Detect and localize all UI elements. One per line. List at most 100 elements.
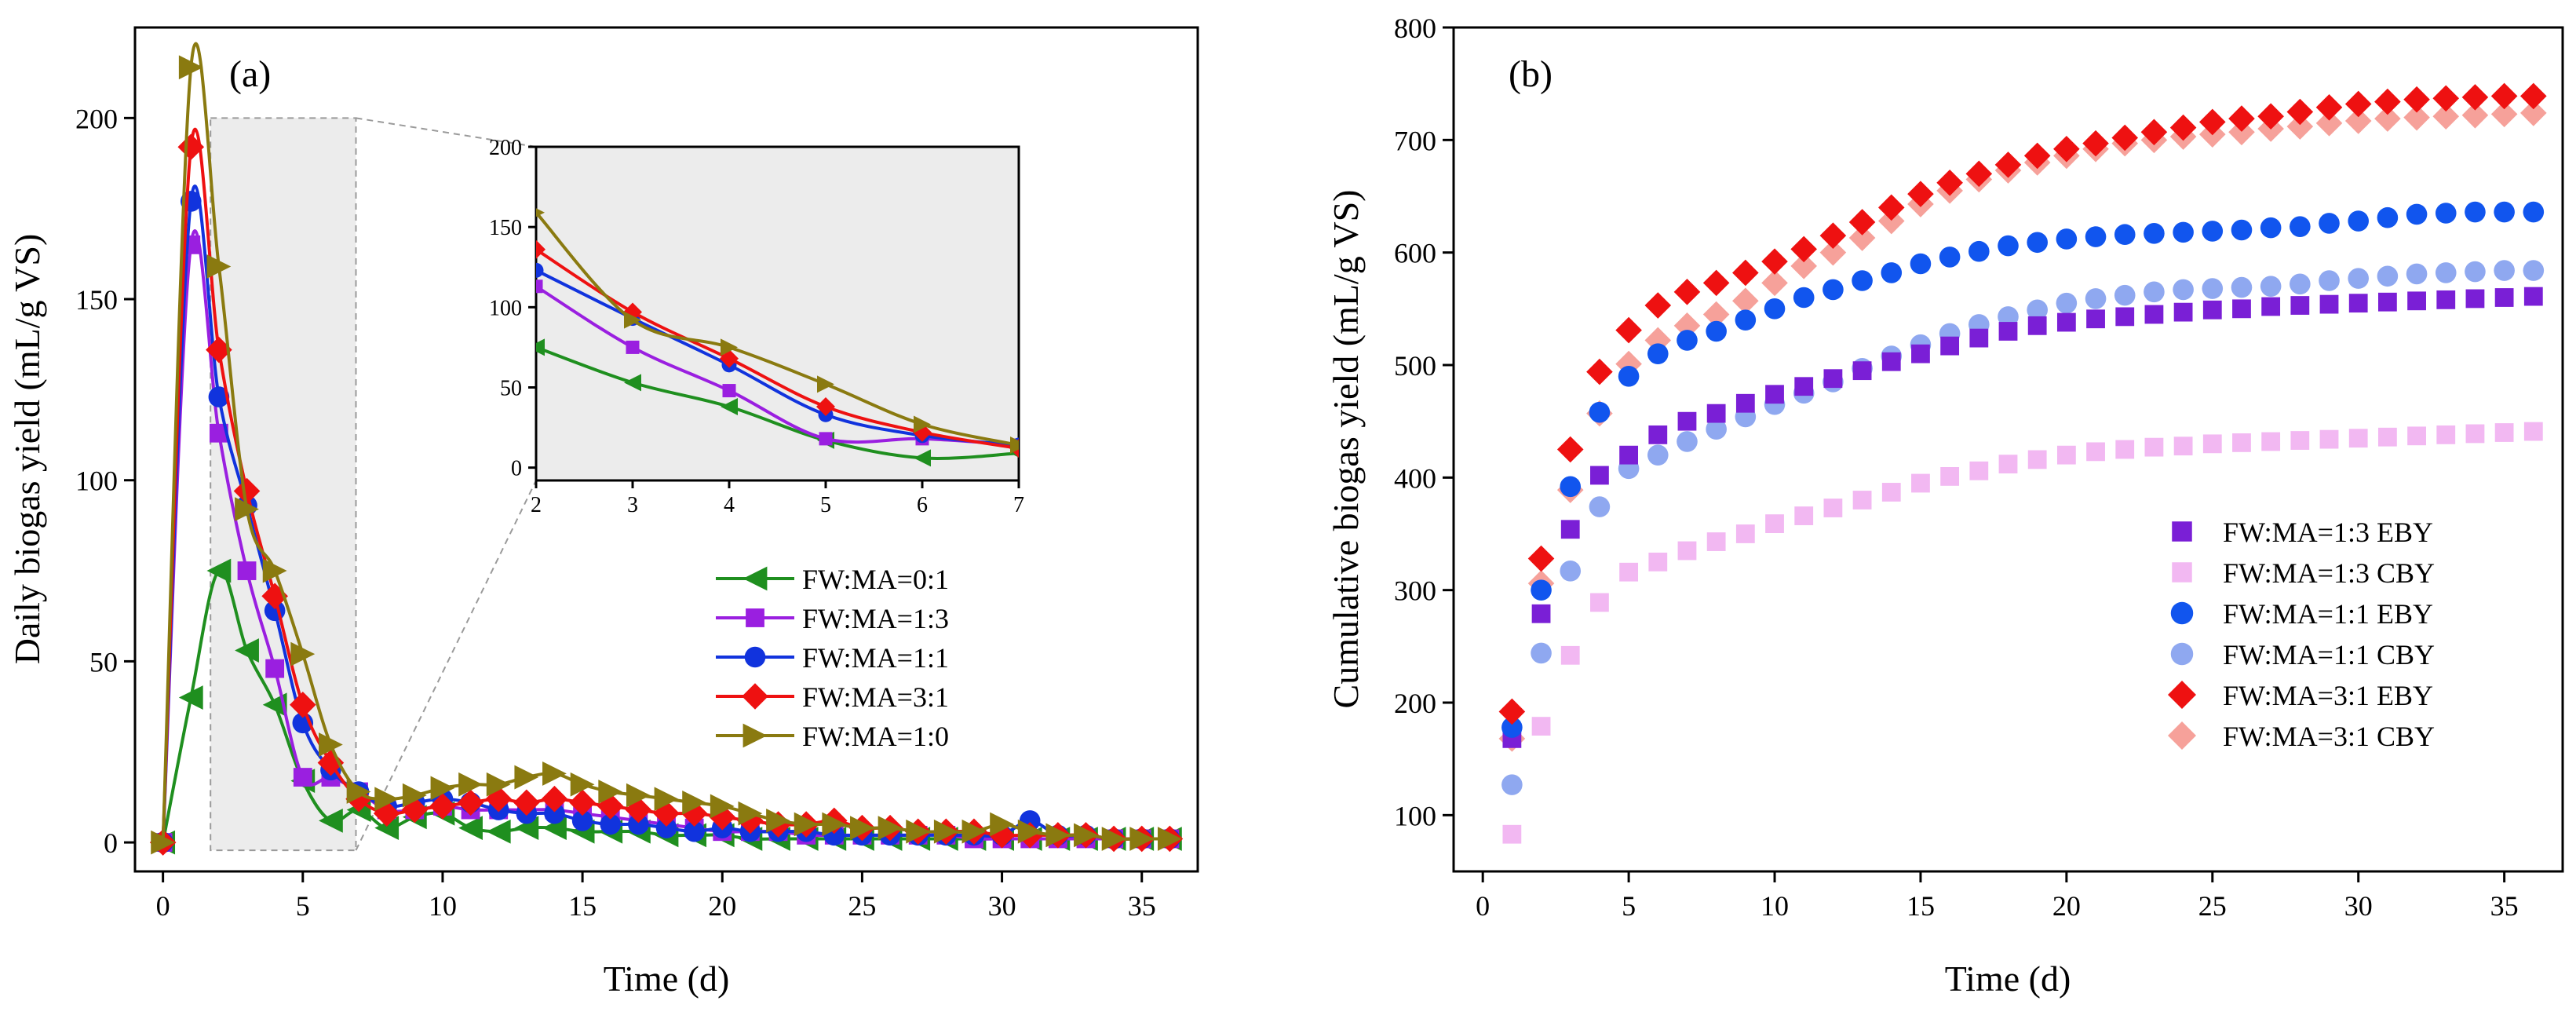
panel-b-series bbox=[1498, 82, 2547, 844]
legend-marker bbox=[743, 723, 768, 748]
inset-series-line bbox=[536, 211, 1019, 447]
data-point bbox=[209, 423, 228, 443]
data-point bbox=[374, 816, 400, 841]
data-point bbox=[2315, 93, 2343, 121]
data-point bbox=[2465, 261, 2486, 283]
data-point bbox=[1706, 532, 1726, 551]
inset-series-line bbox=[536, 248, 1019, 451]
legend-item: FW:MA=1:1 EBY bbox=[2170, 598, 2433, 630]
inset-data-point bbox=[914, 449, 931, 467]
data-point bbox=[2465, 289, 2485, 309]
data-point bbox=[290, 641, 316, 667]
data-point bbox=[2465, 424, 2485, 444]
inset-data-point bbox=[722, 384, 736, 398]
data-point bbox=[2377, 265, 2399, 287]
data-point bbox=[1735, 309, 1757, 331]
data-point bbox=[2198, 108, 2226, 136]
legend-item: FW:MA=1:1 bbox=[716, 642, 949, 674]
inset-y-tick-label: 0 bbox=[511, 457, 522, 481]
data-point bbox=[2085, 226, 2107, 247]
data-point bbox=[1498, 698, 1526, 725]
data-point bbox=[2377, 292, 2397, 312]
data-point bbox=[2290, 431, 2310, 450]
data-point bbox=[177, 133, 205, 161]
data-point bbox=[1619, 445, 1639, 465]
data-point bbox=[2432, 85, 2460, 112]
panel-b-plot-frame bbox=[1452, 26, 2564, 873]
data-point bbox=[319, 809, 343, 833]
inset-data-point bbox=[819, 432, 833, 446]
data-point bbox=[2348, 429, 2368, 448]
data-point bbox=[1765, 385, 1784, 404]
data-point bbox=[1619, 562, 1639, 582]
legend-label: FW:MA=1:3 bbox=[802, 603, 949, 634]
data-point bbox=[1764, 298, 1786, 320]
data-point bbox=[1965, 160, 1993, 188]
data-point bbox=[2173, 221, 2194, 243]
data-point bbox=[1761, 269, 1788, 297]
data-point bbox=[1531, 717, 1551, 736]
data-point bbox=[1735, 393, 1755, 413]
data-point bbox=[1823, 499, 1843, 517]
data-point bbox=[710, 794, 735, 819]
data-point bbox=[1677, 330, 1698, 351]
data-point bbox=[653, 800, 680, 827]
data-point bbox=[680, 800, 708, 827]
data-point bbox=[486, 772, 511, 797]
legend-marker bbox=[2170, 601, 2194, 625]
data-point bbox=[2319, 270, 2340, 291]
panel-a-plot-frame bbox=[133, 26, 1199, 873]
data-point bbox=[2027, 232, 2048, 254]
data-point bbox=[2461, 84, 2489, 111]
legend-item: FW:MA=3:1 EBY bbox=[2168, 680, 2433, 711]
data-point bbox=[1677, 411, 1697, 431]
legend-item: FW:MA=1:0 bbox=[716, 721, 949, 752]
panel-b-y-tick-label: 300 bbox=[1394, 575, 1436, 607]
legend-marker bbox=[2172, 521, 2192, 542]
data-point bbox=[655, 817, 677, 838]
data-point bbox=[654, 787, 679, 812]
data-point bbox=[2377, 427, 2397, 447]
inset-series bbox=[536, 208, 1019, 467]
data-point bbox=[628, 813, 649, 835]
data-point bbox=[1761, 248, 1788, 275]
data-point bbox=[265, 659, 285, 678]
data-point bbox=[2315, 110, 2343, 137]
inset-data-point bbox=[536, 239, 545, 259]
data-point bbox=[822, 812, 847, 837]
inset-y-tick-label: 100 bbox=[489, 296, 522, 320]
data-point bbox=[570, 772, 595, 797]
data-point bbox=[235, 638, 259, 663]
data-point bbox=[2286, 98, 2314, 126]
inset-data-point bbox=[817, 375, 834, 393]
data-point bbox=[1881, 352, 1901, 371]
inset-data-point bbox=[624, 374, 641, 392]
data-point bbox=[2111, 124, 2139, 152]
data-point bbox=[1848, 209, 1876, 236]
legend-item: FW:MA=1:3 EBY bbox=[2172, 517, 2433, 548]
panel-a-x-tick-label: 30 bbox=[988, 890, 1016, 922]
inset-data-point bbox=[914, 415, 931, 433]
data-point bbox=[1560, 476, 1582, 498]
panel-a-legend: FW:MA=0:1 FW:MA=1:3 FW:MA=1:1 FW:MA=3:1 FW:M… bbox=[716, 564, 949, 752]
data-point bbox=[1706, 418, 1727, 440]
legend-item: FW:MA=1:3 CBY bbox=[2172, 557, 2435, 589]
panel-a-x-tick-label: 10 bbox=[429, 890, 457, 922]
data-point bbox=[1589, 496, 1611, 517]
data-point bbox=[1823, 369, 1843, 389]
panel-b-x-tick-label: 5 bbox=[1622, 890, 1636, 922]
data-point bbox=[2494, 201, 2515, 223]
data-point bbox=[2520, 82, 2547, 110]
data-point bbox=[766, 809, 790, 833]
data-point bbox=[1911, 344, 1930, 363]
legend-label: FW:MA=1:1 bbox=[802, 642, 949, 674]
data-point bbox=[1790, 253, 1818, 279]
data-point bbox=[2461, 102, 2489, 129]
legend-item: FW:MA=1:1 CBY bbox=[2170, 639, 2435, 670]
data-point bbox=[2344, 90, 2372, 118]
panel-a-x-tick-label: 15 bbox=[568, 890, 597, 922]
data-point bbox=[1647, 343, 1669, 364]
data-point bbox=[1998, 235, 2019, 257]
data-point bbox=[2406, 263, 2428, 285]
